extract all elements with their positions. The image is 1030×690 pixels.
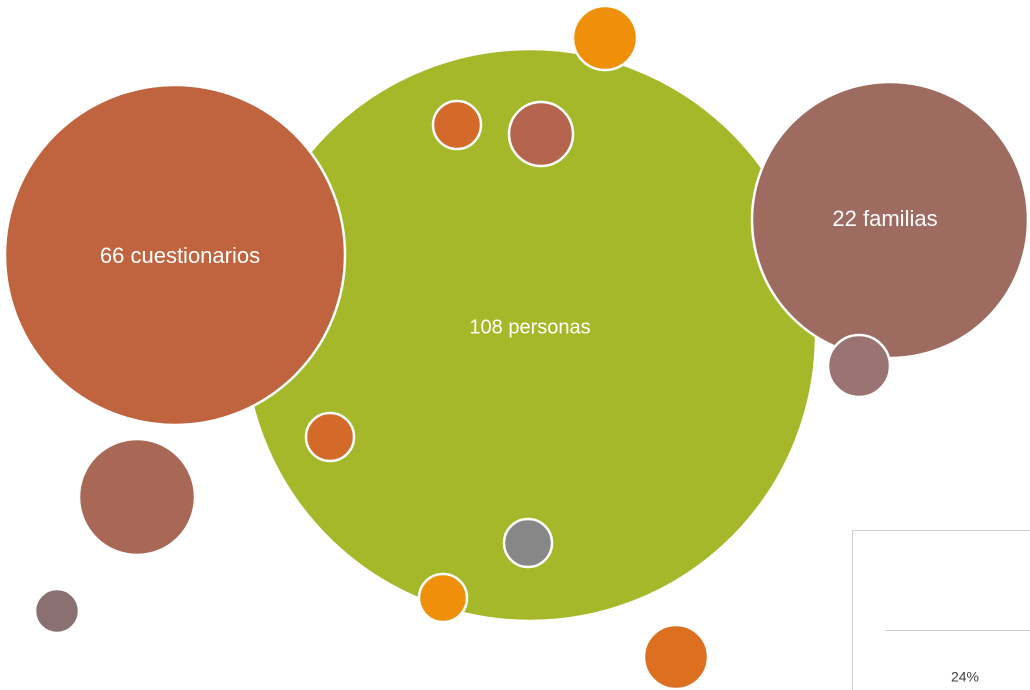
bubble-left xyxy=(3,83,347,427)
bubble-label: 108 personas xyxy=(469,316,590,338)
dot xyxy=(826,333,892,399)
dot xyxy=(33,587,81,635)
dot xyxy=(304,411,356,463)
dot xyxy=(507,100,575,168)
bubble-label: 66 cuestionarios xyxy=(100,243,260,268)
dot xyxy=(77,437,197,557)
inset-label: 24% xyxy=(951,669,979,685)
dot xyxy=(417,572,469,624)
dot xyxy=(431,99,483,151)
dot xyxy=(642,623,710,690)
inset-box xyxy=(852,530,1030,690)
dot xyxy=(502,517,554,569)
bubble-label: 22 familias xyxy=(832,206,937,231)
dot xyxy=(571,4,639,72)
